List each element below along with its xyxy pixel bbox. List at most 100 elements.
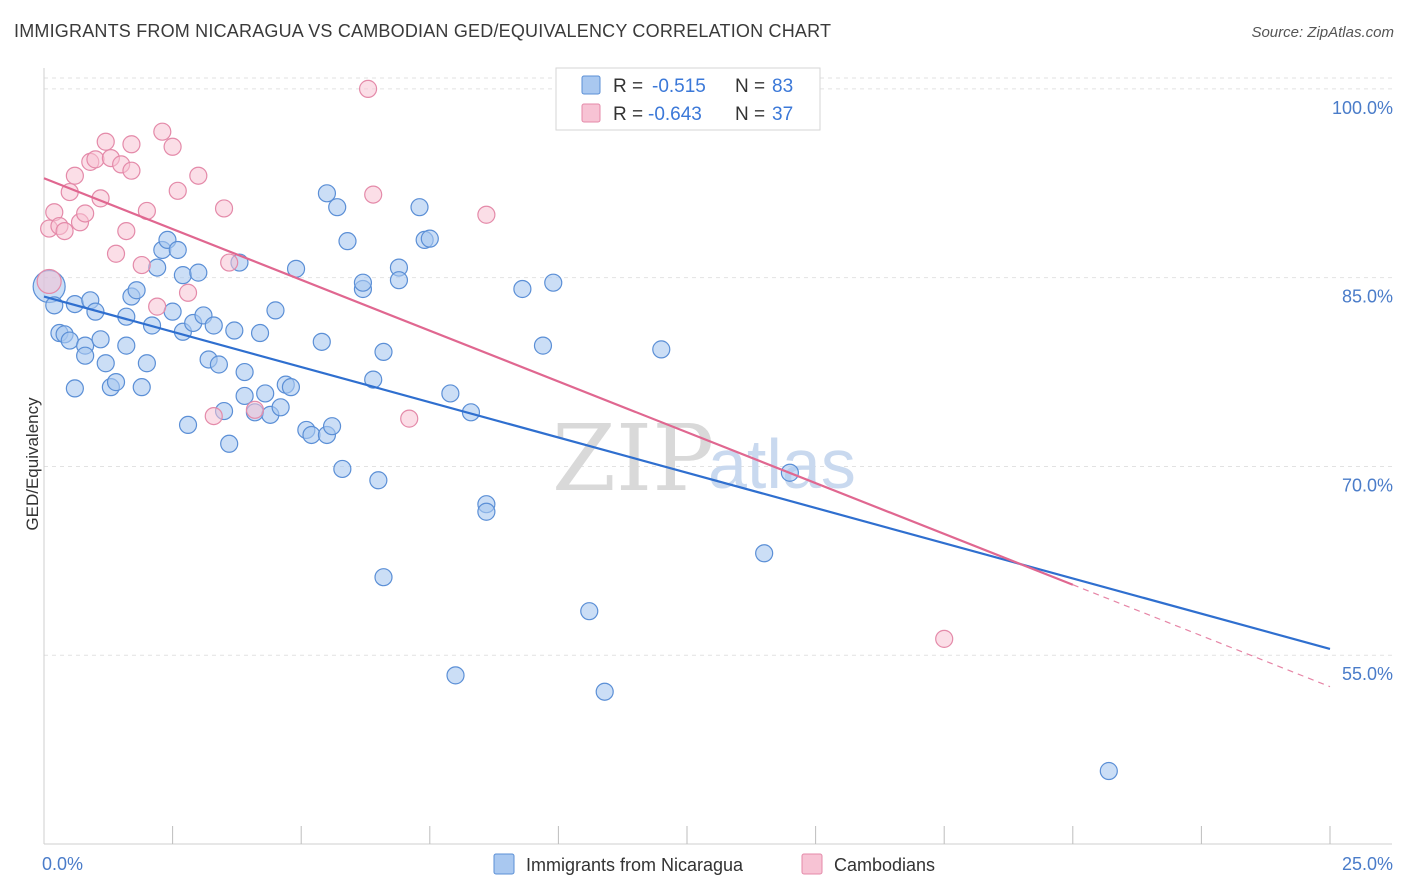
nicaragua-point [91, 330, 110, 349]
cambodian-point [935, 629, 954, 648]
nicaragua-point [204, 316, 223, 335]
nicaragua-point [369, 471, 388, 490]
nicaragua-point [533, 336, 553, 355]
x-tick-label-min: 0.0% [42, 854, 83, 874]
nicaragua-point [271, 398, 290, 417]
nicaragua-point [281, 378, 301, 397]
cambodian-point [189, 166, 208, 185]
nicaragua-point [302, 425, 321, 445]
nicaragua-point [338, 232, 357, 251]
cambodian-trend-extension [1072, 584, 1331, 688]
nicaragua-point [317, 184, 337, 203]
legend-r-value-1: -0.515 [652, 76, 706, 97]
cambodian-point [364, 185, 383, 204]
cambodian-point [168, 181, 187, 200]
series-legend: Immigrants from Nicaragua Cambodians [493, 853, 935, 875]
legend-r-value-2: -0.643 [648, 104, 702, 125]
nicaragua-point [652, 340, 671, 359]
legend-swatch-cambodian [581, 103, 601, 123]
nicaragua-point [266, 301, 285, 320]
nicaragua-point [225, 321, 244, 340]
nicaragua-point [333, 459, 352, 479]
trend-lines [43, 177, 1331, 688]
nicaragua-point [117, 336, 136, 355]
nicaragua-point [168, 240, 187, 260]
nicaragua-point [60, 331, 79, 350]
axes: 55.0% 70.0% 85.0% 100.0% 0.0% 25.0% [42, 68, 1393, 874]
nicaragua-point [137, 354, 156, 373]
stats-legend: R = -0.515 N = 83 R = -0.643 N = 37 [555, 67, 821, 131]
nicaragua-point [580, 602, 599, 621]
y-tick-label: 55.0% [1342, 664, 1393, 684]
cambodian-point [358, 79, 378, 98]
cambodian-point [106, 244, 126, 263]
series-swatch-cambodian [801, 853, 823, 875]
cambodian-point [214, 199, 234, 218]
series-swatch-nicaragua [493, 853, 515, 875]
nicaragua-point [209, 355, 228, 374]
nicaragua-point [441, 384, 460, 403]
nicaragua-point [364, 370, 383, 389]
legend-n-value-2: 37 [772, 104, 793, 125]
cambodian-point [132, 255, 151, 275]
nicaragua-point [353, 273, 373, 292]
cambodian-point [86, 150, 105, 169]
nicaragua-point [76, 346, 95, 365]
nicaragua-point [65, 379, 84, 398]
nicaragua-point [389, 271, 409, 290]
legend-r-label-1: R = [613, 76, 643, 97]
legend-n-label-1: N = [735, 76, 765, 97]
nicaragua-point [189, 263, 208, 282]
nicaragua-point [178, 415, 198, 435]
cambodian-point [204, 406, 223, 426]
nicaragua-point [477, 502, 496, 521]
cambodian-point [148, 297, 167, 316]
cambodian-point [400, 409, 419, 428]
nicaragua-point [163, 302, 182, 321]
cambodian-point [117, 221, 136, 241]
legend-swatch-nicaragua [581, 75, 601, 95]
nicaragua-points [32, 184, 1118, 781]
cambodian-point [76, 204, 95, 223]
nicaragua-point [410, 198, 429, 217]
nicaragua-point [513, 279, 532, 299]
cambodian-point [55, 221, 74, 241]
y-tick-label: 70.0% [1342, 475, 1393, 495]
nicaragua-point [446, 666, 465, 685]
series-label-cambodian: Cambodians [834, 855, 935, 875]
cambodian-trend-line [43, 177, 1074, 586]
legend-n-label-2: N = [735, 104, 765, 125]
legend-n-value-1: 83 [772, 76, 793, 97]
nicaragua-point [148, 258, 167, 277]
chart-title: IMMIGRANTS FROM NICARAGUA VS CAMBODIAN G… [14, 21, 832, 41]
nicaragua-point [173, 266, 192, 285]
cambodian-point [36, 268, 62, 295]
cambodian-point [178, 283, 198, 302]
x-tick-label-max: 25.0% [1342, 854, 1393, 874]
nicaragua-point [595, 682, 614, 701]
cambodian-point [65, 166, 84, 185]
nicaragua-point [132, 378, 151, 397]
nicaragua-point [374, 568, 393, 587]
nicaragua-point [256, 384, 275, 403]
cambodian-point [220, 253, 239, 272]
cambodian-point [122, 161, 141, 180]
cambodian-point [477, 205, 496, 224]
nicaragua-point [322, 417, 342, 436]
nicaragua-point [127, 281, 146, 300]
y-tick-label: 85.0% [1342, 287, 1393, 307]
cambodian-point [96, 132, 115, 151]
nicaragua-point [420, 229, 439, 248]
nicaragua-point [755, 544, 774, 563]
series-label-nicaragua: Immigrants from Nicaragua [526, 855, 744, 875]
nicaragua-point [235, 362, 254, 382]
source-credit: Source: ZipAtlas.com [1251, 24, 1394, 41]
nicaragua-point [106, 373, 126, 392]
nicaragua-point [544, 273, 563, 292]
nicaragua-point [220, 434, 239, 453]
nicaragua-point [328, 198, 347, 217]
cambodian-point [122, 135, 141, 154]
nicaragua-point [250, 323, 270, 343]
nicaragua-trend-line [43, 295, 1331, 650]
